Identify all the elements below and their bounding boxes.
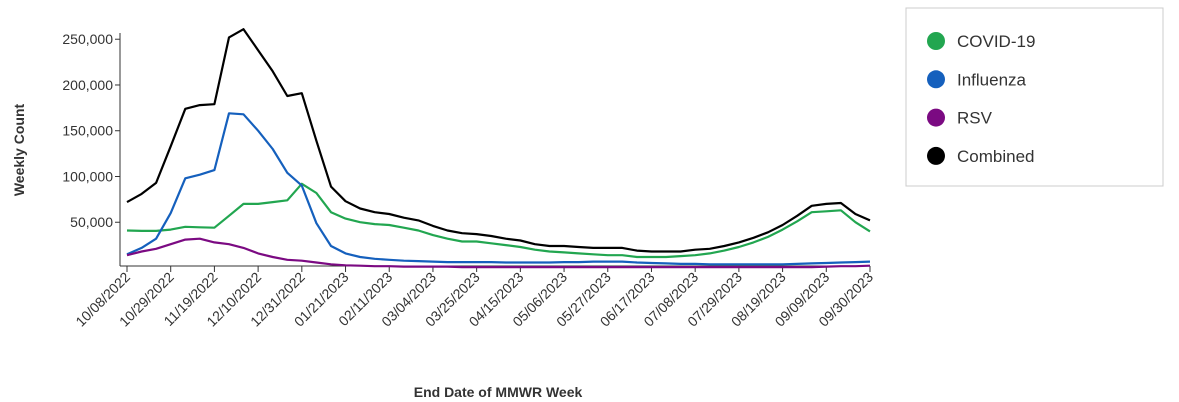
series-line — [126, 112, 871, 266]
y-tick-label: 200,000 — [62, 77, 113, 93]
series-line — [126, 237, 871, 269]
legend-swatch — [927, 70, 945, 89]
legend-swatch — [927, 32, 945, 50]
legend-label: RSV — [957, 109, 993, 128]
y-tick-label: 50,000 — [70, 214, 113, 230]
legend-label: COVID-19 — [957, 32, 1035, 51]
legend-swatch — [927, 108, 945, 127]
series-line — [126, 28, 871, 253]
legend-swatch — [927, 146, 945, 165]
legend-label: Influenza — [957, 70, 1027, 89]
y-tick-label: 150,000 — [62, 123, 113, 139]
y-tick-label: 250,000 — [62, 31, 113, 47]
x-axis-title: End Date of MMWR Week — [414, 384, 583, 400]
legend-box — [905, 7, 1164, 187]
legend-label: Combined — [957, 147, 1035, 166]
y-tick-label: 100,000 — [62, 168, 113, 184]
y-axis-title: Weekly Count — [11, 104, 27, 197]
series-line — [126, 182, 871, 259]
